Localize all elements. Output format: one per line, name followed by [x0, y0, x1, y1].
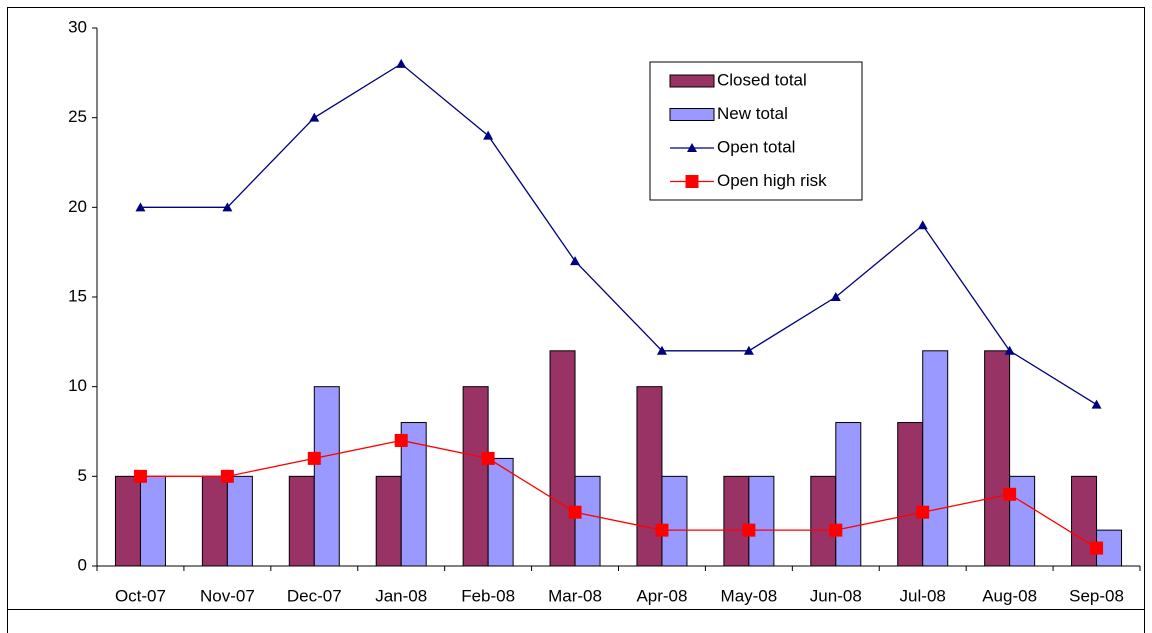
y-tick-label: 15 [68, 286, 87, 305]
legend-label: Closed total [717, 70, 807, 89]
x-tick-label: Apr-08 [636, 586, 687, 605]
legend-label: Open total [717, 137, 795, 156]
point [483, 130, 494, 140]
point [829, 523, 843, 537]
point [742, 523, 756, 537]
point [1004, 345, 1015, 355]
point [568, 505, 582, 519]
bar [984, 350, 1011, 567]
legend-marker [685, 175, 699, 188]
line [140, 439, 1097, 549]
bar [313, 386, 340, 567]
x-tick-label: Dec-07 [287, 586, 342, 605]
point [133, 469, 147, 483]
point [1090, 541, 1104, 555]
chart-frame [7, 7, 1145, 633]
bar [549, 350, 576, 567]
point [396, 58, 407, 68]
point [917, 220, 928, 230]
x-tick-label: Aug-08 [982, 586, 1037, 605]
bar [748, 475, 775, 567]
legend: Closed total New total Open total Open high… [649, 61, 863, 201]
x-tick-label: Mar-08 [548, 586, 602, 605]
x-tick-label: Feb-08 [461, 586, 515, 605]
legend-label: New total [717, 104, 788, 123]
point [481, 451, 495, 465]
point [307, 451, 321, 465]
bar [139, 475, 166, 567]
point [570, 256, 581, 266]
bar [375, 475, 402, 567]
y-tick-label: 10 [68, 376, 87, 395]
point [916, 505, 930, 519]
y-tick-label: 25 [68, 107, 87, 126]
x-tick-label: Jun-08 [810, 586, 862, 605]
point [220, 469, 234, 483]
y-tick-label: 0 [78, 555, 87, 574]
bar [487, 457, 514, 567]
x-tick-label: May-08 [721, 586, 778, 605]
line [140, 63, 1097, 406]
bar [574, 475, 601, 567]
legend-label: Open high risk [717, 171, 827, 190]
bar [201, 475, 228, 567]
bar [835, 422, 862, 567]
point [830, 292, 841, 301]
point [135, 202, 146, 212]
bar [462, 386, 489, 567]
point [656, 345, 667, 355]
y-tick-label: 20 [68, 197, 87, 216]
bar [897, 422, 924, 567]
y-tick-label: 30 [68, 17, 87, 36]
bar [288, 475, 315, 567]
x-tick-label: Sep-08 [1069, 586, 1124, 605]
x-tick-label: Oct-07 [115, 586, 166, 605]
point [743, 345, 754, 355]
bar [922, 350, 949, 567]
legend-swatch [669, 108, 715, 121]
bar [226, 475, 253, 567]
point [655, 523, 669, 537]
x-tick-label: Jan-08 [375, 586, 427, 605]
bar [723, 475, 750, 567]
legend-swatch [669, 74, 715, 88]
bar [661, 475, 688, 567]
point [222, 202, 233, 212]
point [1003, 487, 1017, 501]
point [394, 433, 408, 447]
x-tick-label: Jul-08 [900, 586, 946, 605]
point [1091, 399, 1102, 409]
x-tick-label: Nov-07 [200, 586, 255, 605]
bar [636, 386, 663, 567]
bar [114, 475, 141, 567]
bar [810, 475, 837, 567]
point [309, 112, 320, 122]
legend-marker [687, 143, 697, 152]
y-tick-label: 5 [78, 466, 87, 485]
